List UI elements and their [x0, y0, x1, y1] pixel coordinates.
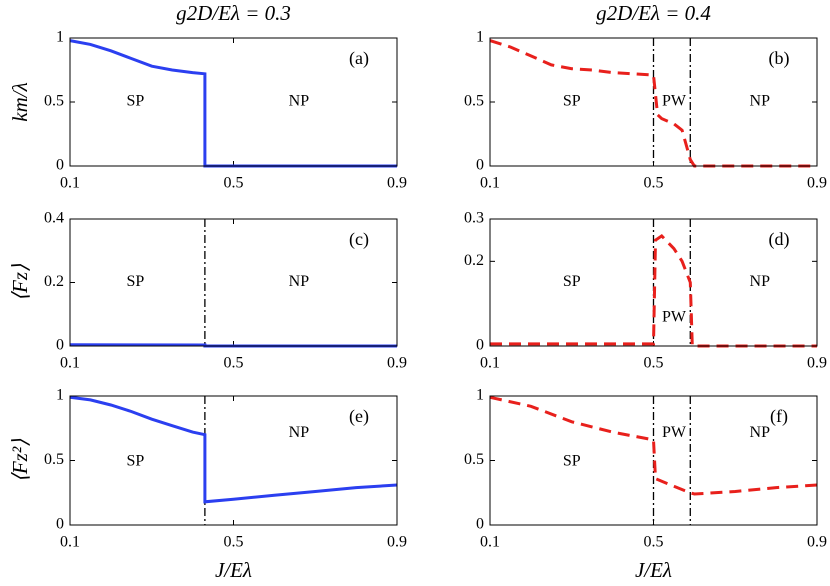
column-title: g2D/Eλ = 0.3 — [176, 1, 291, 25]
panel-label: (c) — [349, 229, 369, 250]
x-tick-label: 0.9 — [807, 175, 827, 192]
y-tick-label: 0.5 — [44, 451, 64, 468]
panel-label: (a) — [349, 48, 369, 69]
y-tick-label: 1 — [56, 387, 64, 404]
y-axis-label: ⟨Fz⟩ — [8, 264, 32, 301]
axes-box — [69, 218, 398, 347]
region-label: NP — [750, 424, 771, 441]
y-tick-label: 0 — [56, 516, 64, 533]
panel-label: (e) — [349, 406, 369, 427]
region-label: SP — [563, 93, 581, 110]
x-tick-label: 0.5 — [644, 534, 664, 551]
region-label: NP — [289, 424, 310, 441]
data-line — [69, 395, 398, 504]
x-tick-label: 0.1 — [480, 355, 500, 372]
x-tick-label: 0.1 — [480, 175, 500, 192]
axes-box — [69, 395, 398, 526]
y-tick-label: 1 — [476, 29, 484, 46]
x-tick-label: 0.5 — [644, 355, 664, 372]
y-tick-label: 0 — [56, 157, 64, 174]
region-label: PW — [662, 424, 687, 441]
axes-box — [69, 37, 398, 167]
y-tick-label: 0.5 — [464, 93, 484, 110]
y-tick-label: 1 — [56, 29, 64, 46]
region-label: PW — [662, 309, 687, 326]
x-tick-label: 0.5 — [644, 175, 664, 192]
axes-box — [489, 395, 818, 526]
data-line — [489, 39, 817, 168]
x-tick-label: 0.9 — [387, 175, 407, 192]
y-tick-label: 0.3 — [464, 210, 484, 227]
y-axis-label: km/λ — [8, 82, 32, 121]
data-line — [490, 233, 817, 348]
y-axis-label: ⟨Fz²⟩ — [8, 439, 32, 483]
x-axis-label: J/Eλ — [215, 558, 252, 582]
x-tick-label: 0.1 — [60, 534, 80, 551]
region-label: SP — [127, 452, 145, 469]
x-tick-label: 0.9 — [807, 355, 827, 372]
x-tick-label: 0.9 — [807, 534, 827, 551]
x-tick-label: 0.5 — [224, 534, 244, 551]
panel-label: (f) — [770, 406, 788, 427]
y-tick-label: 0 — [476, 337, 484, 354]
column-title: g2D/Eλ = 0.4 — [596, 1, 711, 25]
y-tick-label: 0.5 — [464, 451, 484, 468]
y-tick-label: 0.2 — [44, 273, 64, 290]
y-tick-label: 1 — [476, 387, 484, 404]
region-label: NP — [750, 273, 771, 290]
x-tick-label: 0.9 — [387, 355, 407, 372]
region-label: NP — [750, 93, 771, 110]
x-axis-label: J/Eλ — [635, 558, 672, 582]
x-tick-label: 0.1 — [60, 355, 80, 372]
y-tick-label: 0.4 — [44, 210, 64, 227]
x-tick-label: 0.5 — [224, 355, 244, 372]
data-line — [489, 395, 818, 496]
region-label: SP — [127, 93, 145, 110]
y-tick-label: 0 — [476, 157, 484, 174]
y-tick-label: 0 — [56, 337, 64, 354]
y-tick-label: 0.5 — [44, 93, 64, 110]
panel-label: (b) — [769, 48, 790, 69]
x-tick-label: 0.5 — [224, 175, 244, 192]
panel-label: (d) — [769, 229, 790, 250]
axes-box — [489, 37, 818, 167]
y-tick-label: 0 — [476, 516, 484, 533]
x-tick-label: 0.9 — [387, 534, 407, 551]
axes-box — [489, 218, 818, 347]
region-label: SP — [563, 273, 581, 290]
region-label: SP — [127, 273, 145, 290]
x-tick-label: 0.1 — [60, 175, 80, 192]
region-label: NP — [289, 93, 310, 110]
region-label: PW — [662, 93, 687, 110]
region-label: SP — [563, 452, 581, 469]
x-tick-label: 0.1 — [480, 534, 500, 551]
y-tick-label: 0.2 — [464, 252, 484, 269]
region-label: NP — [289, 273, 310, 290]
data-line — [69, 39, 397, 168]
